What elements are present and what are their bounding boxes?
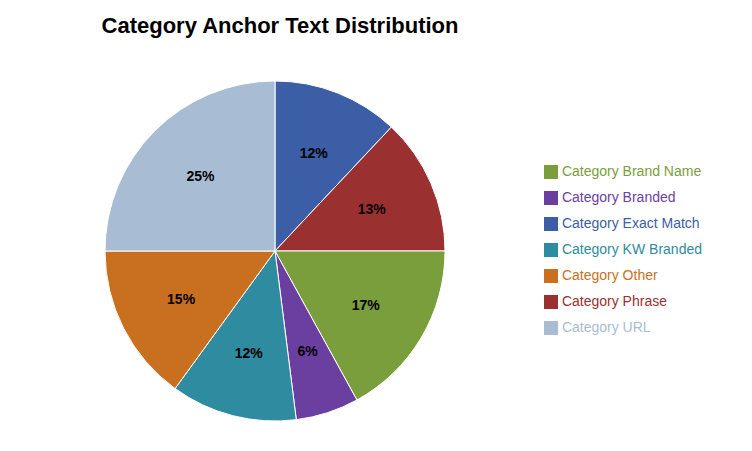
svg-text:12%: 12% [235, 345, 264, 361]
html-text:Category Anchor Text Distribut: Category Anchor Text Distribution [101, 13, 459, 38]
html-text:Category Other: Category Other [561, 266, 658, 283]
html-text:Category KW Branded: Category KW Branded [561, 240, 702, 257]
html-text:Category Exact Match: Category Exact Match [561, 214, 700, 231]
svg-text:17%: 17% [352, 297, 381, 313]
html-text:Category Brand Name: Category Brand Name [561, 162, 702, 179]
svg-text:15%: 15% [167, 291, 196, 307]
svg-text:25%: 25% [186, 168, 215, 184]
svg-text:6%: 6% [297, 343, 318, 359]
svg-text:12%: 12% [300, 145, 329, 161]
html-text:Category Phrase: Category Phrase [561, 292, 667, 309]
svg-text:13%: 13% [358, 201, 387, 217]
html-text:Category Branded: Category Branded [561, 188, 676, 205]
html-text:Category URL: Category URL [561, 318, 651, 335]
